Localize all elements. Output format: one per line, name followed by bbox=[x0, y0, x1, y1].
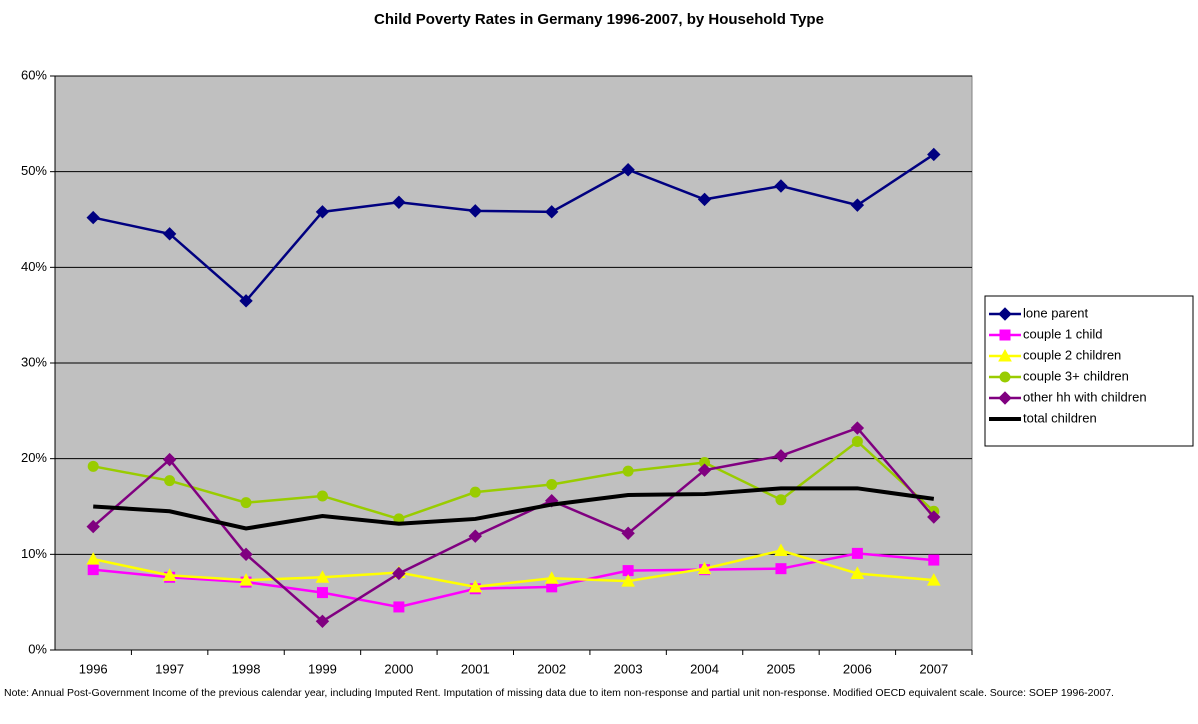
marker bbox=[851, 435, 863, 447]
series-line bbox=[93, 486, 935, 531]
note: Note: Annual Post-Government Income of t… bbox=[4, 687, 1114, 699]
marker bbox=[546, 478, 558, 490]
marker bbox=[86, 519, 100, 534]
marker bbox=[850, 566, 865, 579]
y-tick-label: 20% bbox=[21, 450, 47, 465]
marker bbox=[315, 614, 330, 629]
marker bbox=[927, 510, 941, 524]
series-line bbox=[92, 153, 935, 303]
marker bbox=[469, 486, 481, 498]
marker bbox=[316, 587, 328, 599]
marker bbox=[87, 564, 99, 576]
marker bbox=[850, 421, 865, 435]
marker bbox=[86, 210, 100, 225]
legend-label: couple 3+ children bbox=[1023, 368, 1129, 383]
marker bbox=[999, 329, 1011, 341]
marker bbox=[774, 179, 788, 193]
marker bbox=[928, 554, 940, 566]
marker bbox=[316, 490, 328, 502]
marker bbox=[697, 561, 712, 575]
marker bbox=[775, 494, 787, 506]
y-tick-label: 10% bbox=[21, 546, 47, 561]
marker bbox=[697, 463, 712, 477]
marker bbox=[544, 571, 559, 584]
marker bbox=[392, 195, 406, 209]
marker bbox=[774, 449, 788, 463]
marker bbox=[87, 460, 99, 472]
marker bbox=[239, 573, 253, 586]
x-tick-label: 1996 bbox=[79, 661, 108, 676]
marker bbox=[162, 452, 177, 467]
marker bbox=[545, 205, 559, 219]
marker bbox=[240, 497, 252, 509]
marker bbox=[315, 205, 330, 219]
y-tick-label: 40% bbox=[21, 259, 47, 274]
x-tick-label: 2005 bbox=[766, 661, 795, 676]
y-tick-label: 0% bbox=[28, 641, 47, 656]
marker bbox=[998, 391, 1012, 405]
legend-label: lone parent bbox=[1023, 305, 1088, 320]
marker bbox=[851, 547, 863, 559]
marker bbox=[393, 601, 405, 613]
y-tick-label: 50% bbox=[21, 163, 47, 178]
marker bbox=[697, 192, 712, 207]
series-line bbox=[93, 552, 934, 609]
x-tick-label: 2002 bbox=[537, 661, 566, 676]
marker bbox=[164, 475, 176, 487]
marker bbox=[926, 573, 941, 586]
x-tick-label: 2007 bbox=[919, 661, 948, 676]
y-tick-label: 30% bbox=[21, 354, 47, 369]
x-tick-label: 1998 bbox=[232, 661, 261, 676]
marker bbox=[239, 547, 253, 562]
legend-label: total children bbox=[1023, 410, 1097, 425]
marker bbox=[999, 371, 1011, 383]
marker bbox=[468, 579, 483, 593]
marker bbox=[392, 566, 406, 581]
marker bbox=[998, 348, 1012, 362]
marker bbox=[315, 570, 330, 583]
legend-label: couple 1 child bbox=[1023, 326, 1103, 341]
marker bbox=[621, 163, 635, 177]
marker bbox=[162, 568, 177, 581]
marker bbox=[998, 307, 1012, 321]
legend-label: other hh with children bbox=[1023, 389, 1147, 404]
marker bbox=[468, 529, 482, 543]
marker bbox=[162, 227, 177, 241]
chart-title: Child Poverty Rates in Germany 1996-2007… bbox=[374, 11, 824, 28]
x-tick-label: 2006 bbox=[843, 661, 872, 676]
x-tick-label: 2003 bbox=[614, 661, 643, 676]
marker bbox=[86, 552, 101, 565]
marker bbox=[239, 294, 253, 308]
marker bbox=[850, 198, 865, 212]
legend-label: couple 2 children bbox=[1023, 347, 1121, 362]
series-line bbox=[92, 549, 934, 589]
series-line bbox=[92, 426, 935, 623]
x-tick-label: 2000 bbox=[384, 661, 413, 676]
x-tick-label: 2001 bbox=[461, 661, 490, 676]
marker bbox=[621, 574, 635, 587]
marker bbox=[468, 204, 482, 218]
marker bbox=[927, 147, 941, 162]
x-tick-label: 2004 bbox=[690, 661, 719, 676]
marker bbox=[774, 543, 788, 557]
marker bbox=[775, 563, 787, 575]
x-tick-label: 1999 bbox=[308, 661, 337, 676]
marker bbox=[621, 526, 635, 540]
x-tick-label: 1997 bbox=[155, 661, 184, 676]
chart: Child Poverty Rates in Germany 1996-2007… bbox=[21, 11, 1194, 676]
y-tick-label: 60% bbox=[21, 67, 47, 82]
marker bbox=[622, 465, 634, 477]
